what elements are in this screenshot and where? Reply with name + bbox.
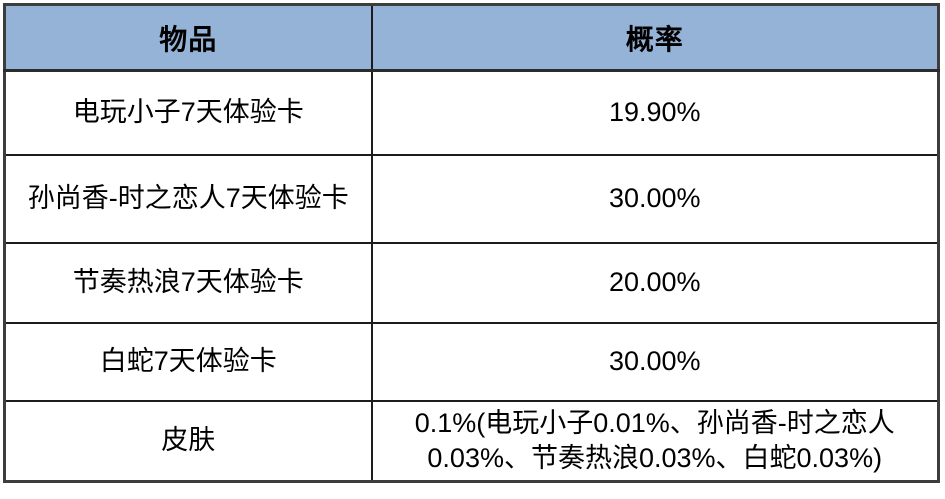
item-cell: 节奏热浪7天体验卡 [3,241,373,324]
probability-cell: 30.00% [370,153,940,244]
item-cell: 皮肤 [3,399,373,483]
probability-cell: 30.00% [370,321,940,402]
column-header-item: 物品 [3,3,373,72]
header-row: 物品 概率 [3,3,940,72]
table-row: 孙尚香-时之恋人7天体验卡 30.00% [3,153,940,244]
probability-cell: 0.1%(电玩小子0.01%、孙尚香-时之恋人0.03%、节奏热浪0.03%、白… [370,399,940,483]
probability-cell: 19.90% [370,69,940,156]
probability-table: 物品 概率 电玩小子7天体验卡 19.90% 孙尚香-时之恋人7天体验卡 30.… [3,3,940,483]
item-cell: 电玩小子7天体验卡 [3,69,373,156]
item-cell: 白蛇7天体验卡 [3,321,373,402]
table-row: 电玩小子7天体验卡 19.90% [3,69,940,156]
probability-cell: 20.00% [370,241,940,324]
table-row: 节奏热浪7天体验卡 20.00% [3,241,940,324]
table-row: 白蛇7天体验卡 30.00% [3,321,940,402]
column-header-probability: 概率 [370,3,940,72]
item-cell: 孙尚香-时之恋人7天体验卡 [3,153,373,244]
table-row: 皮肤 0.1%(电玩小子0.01%、孙尚香-时之恋人0.03%、节奏热浪0.03… [3,399,940,483]
